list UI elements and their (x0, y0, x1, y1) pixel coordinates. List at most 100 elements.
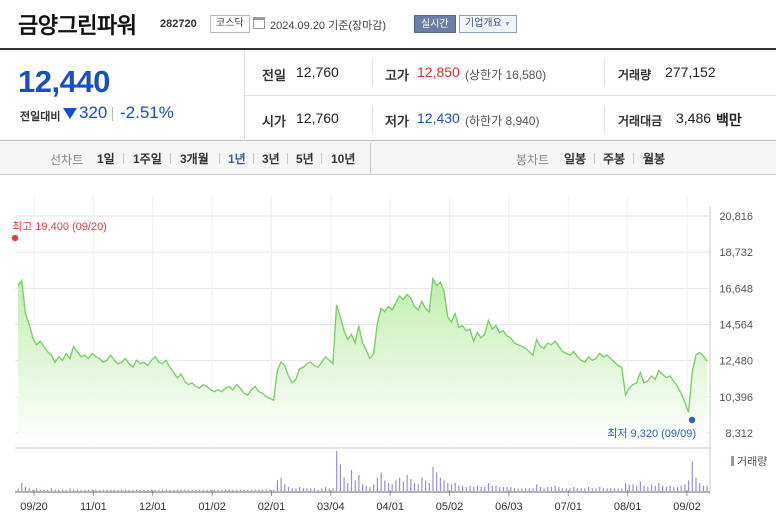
volume-bar (199, 489, 201, 491)
volume-bar (558, 487, 560, 491)
volume-bar (228, 489, 230, 491)
volume-bar (476, 485, 478, 491)
tab-3m[interactable]: 3개월 (180, 152, 209, 166)
volume-bar (532, 488, 534, 491)
volume-bar (350, 469, 353, 491)
tab-monthly[interactable]: 월봉 (643, 152, 666, 166)
divider (604, 60, 605, 86)
volume-bar (569, 488, 571, 491)
volume-bar (299, 487, 301, 491)
tab-5y[interactable]: 5년 (296, 152, 314, 166)
volume-bar (65, 489, 67, 491)
volume-bar (550, 487, 553, 491)
live-button[interactable]: 실시간 (414, 15, 456, 33)
volume-bar (58, 489, 60, 491)
divider (633, 153, 634, 164)
volume-bar (180, 489, 182, 491)
x-tick-label: 04/01 (376, 501, 404, 513)
volume-bar (47, 489, 49, 491)
volume-bar (39, 489, 41, 491)
volume-bar (602, 488, 604, 491)
lower-limit: (하한가 8,940) (465, 114, 540, 128)
tab-weekly[interactable]: 주봉 (603, 152, 626, 166)
volume-bar (117, 489, 119, 491)
volume-bar (406, 475, 408, 491)
volume-bar (254, 489, 256, 491)
volume-bar (358, 475, 360, 491)
volume-bar (636, 485, 638, 491)
prev-close-label: 전일 (262, 68, 286, 83)
volume-bar (680, 485, 682, 491)
volume-bar (273, 489, 275, 491)
volume-bar (124, 489, 127, 491)
volume-bar (113, 489, 115, 491)
volume-bar (662, 485, 664, 491)
volume-bar (269, 489, 271, 491)
volume-bar (313, 488, 315, 491)
volume-bar (487, 483, 490, 491)
volume-bar (402, 481, 404, 491)
volume-bar (688, 480, 690, 491)
company-info-label: 기업개요 (465, 18, 502, 29)
volume-bar (521, 488, 523, 491)
volume-bar (202, 489, 204, 491)
volume-legend-label: 거래량 (737, 455, 767, 468)
volume-bar (362, 484, 364, 491)
volume-bar (665, 487, 667, 491)
volume-bar (676, 487, 679, 491)
volume-bars: 거래량 (17, 451, 767, 491)
volume-bar (428, 483, 430, 491)
tab-10y[interactable]: 10년 (331, 152, 356, 166)
volume-bar (232, 489, 234, 491)
divider (594, 153, 595, 164)
volume-bar (647, 487, 649, 491)
tab-1y[interactable]: 1년 (228, 152, 246, 166)
volume-bar (280, 477, 282, 491)
volume-bar (410, 479, 412, 491)
x-tick-label: 09/20 (20, 501, 48, 513)
open-label: 시가 (262, 114, 286, 129)
high-label: 고가 (385, 68, 409, 83)
volume-bar (73, 489, 75, 491)
volume-bar (465, 487, 467, 491)
volume-bar (191, 489, 193, 491)
volume-bar (136, 489, 138, 491)
volume-bar (50, 488, 52, 491)
down-arrow-icon (63, 108, 77, 119)
stock-header: 금양그린파워 282720 코스닥 2024.09.20 기준(장마감) 실시간… (0, 0, 776, 48)
volume-bar (399, 477, 401, 491)
volume-bar (295, 488, 297, 491)
divider (372, 106, 373, 132)
x-tick-label: 07/01 (555, 501, 583, 513)
volume-bar (421, 477, 423, 491)
tab-1d[interactable]: 1일 (97, 152, 115, 166)
volume-bar (332, 488, 334, 491)
volume-bar (128, 489, 130, 491)
volume-bar (510, 487, 512, 491)
volume-bar (595, 488, 597, 491)
tab-1w[interactable]: 1주일 (133, 152, 162, 166)
amount-unit: 백만 (716, 112, 742, 128)
volume-bar (584, 488, 586, 491)
volume-bar (291, 488, 293, 491)
volume-bar (413, 483, 416, 491)
volume-bar (302, 488, 304, 491)
volume-bar (491, 485, 493, 491)
tab-daily[interactable]: 일봉 (564, 152, 587, 166)
volume-bar (380, 472, 382, 491)
volume-bar (365, 485, 367, 491)
divider (112, 107, 113, 121)
volume-bar (432, 467, 434, 491)
price-summary: 12,440 전일대비 320 -2.51% 전일 12,760 고가 12,8… (0, 48, 776, 141)
stock-code: 282720 (160, 18, 197, 30)
volume-bar (462, 485, 464, 491)
volume-bar (80, 489, 82, 491)
volume-bar (69, 488, 71, 491)
volume-bar (439, 477, 441, 491)
tab-3y[interactable]: 3년 (262, 152, 280, 166)
volume-bar (425, 480, 427, 491)
volume-bar (150, 489, 153, 491)
company-info-dropdown[interactable]: 기업개요 ▼ (459, 15, 517, 33)
stock-name: 금양그린파워 (18, 13, 137, 38)
min-annotation: 최저 9,320 (09/09) (607, 427, 696, 440)
